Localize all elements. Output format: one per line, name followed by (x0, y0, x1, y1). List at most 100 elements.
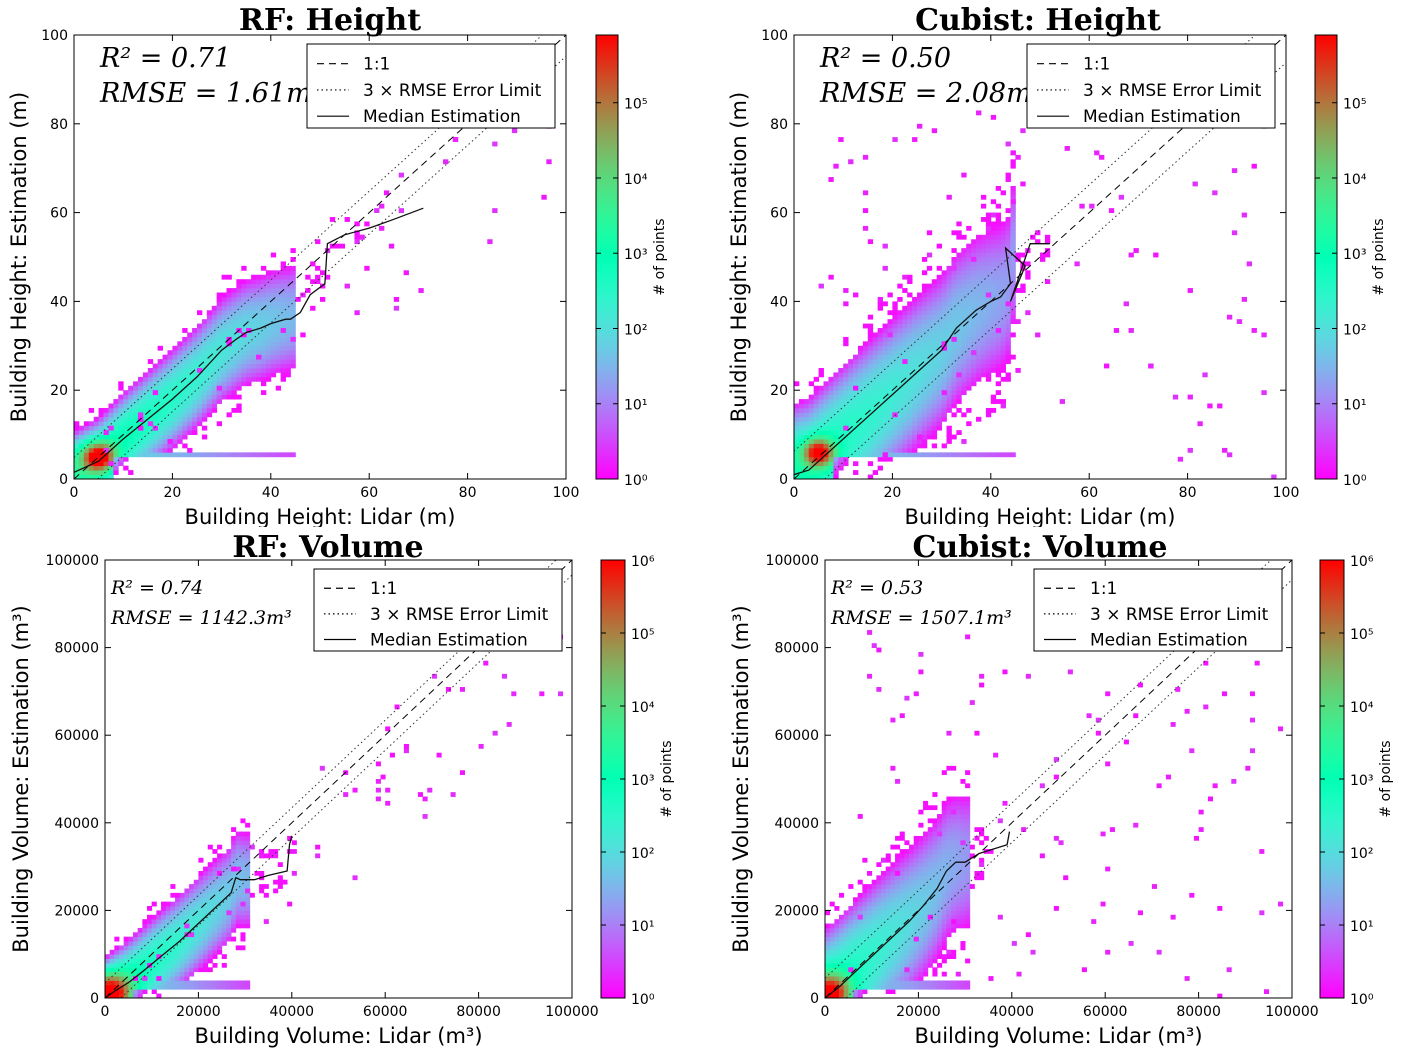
density-cell (853, 989, 859, 995)
density-cell (265, 319, 272, 324)
density-cell (966, 328, 972, 333)
density-cell (913, 971, 919, 977)
density-cell (829, 927, 835, 933)
chart-svg: 0 20000 40000 60000 80000 1000000200004000060… (729, 530, 1394, 1048)
density-cell (206, 332, 213, 338)
density-cell (198, 927, 204, 933)
density-cell (823, 465, 829, 471)
density-cell (226, 394, 232, 400)
density-cell (899, 866, 905, 872)
density-cell (245, 910, 251, 916)
density-cell (853, 993, 859, 998)
density-cell (941, 906, 947, 911)
density-cell (93, 474, 99, 479)
density-cell (193, 945, 199, 951)
density-cell (995, 292, 1002, 298)
density-cell (211, 319, 218, 324)
density-cell (969, 884, 975, 889)
density-cell (152, 368, 159, 373)
density-cell (946, 914, 952, 920)
density-cell (829, 954, 835, 959)
density-cell (921, 372, 928, 378)
density-cell (913, 892, 919, 898)
density-cell (162, 376, 168, 382)
density-cell (918, 967, 924, 973)
density-cell (932, 906, 938, 911)
density-cell (151, 984, 157, 990)
density-cell (843, 936, 849, 942)
panel-rf-height: 0 20 40 60 80 100 0 20 40 60 80 100 RF: Height Buildi… (0, 0, 703, 527)
density-cell (834, 989, 840, 995)
density-cell (217, 857, 223, 863)
density-cell (193, 941, 199, 946)
density-cell (862, 910, 868, 916)
density-cell (240, 892, 246, 898)
density-cell (918, 914, 924, 920)
density-cell (946, 345, 952, 351)
density-cell (201, 354, 208, 360)
density-cell (192, 430, 198, 435)
density-cell (877, 376, 883, 382)
density-cell (941, 892, 947, 898)
density-cell (895, 976, 901, 981)
density-cell (251, 279, 257, 285)
density-cell (113, 456, 119, 462)
density-cell (853, 372, 859, 378)
density-cell (260, 354, 267, 360)
density-cell (909, 906, 915, 911)
density-cell (871, 919, 877, 924)
density-cell (216, 328, 222, 333)
density-cell (161, 954, 167, 959)
density-cell (961, 341, 967, 347)
density-cell (813, 452, 819, 458)
density-cell (1005, 341, 1011, 347)
density-cell (927, 906, 933, 911)
density-cell (965, 783, 971, 789)
density-cell (927, 936, 933, 942)
density-cell (907, 439, 913, 444)
density-cell (853, 363, 859, 369)
density-cell (211, 345, 218, 351)
chart-title: Cubist: Height (915, 3, 1161, 38)
density-cell (946, 897, 952, 903)
density-cell (937, 835, 943, 841)
density-cell (137, 976, 143, 981)
density-cell (895, 875, 901, 881)
density-cell (156, 919, 162, 924)
density-cell (246, 372, 252, 378)
density-cell (931, 385, 938, 391)
density-cell (216, 452, 222, 458)
density-cell (990, 288, 997, 293)
density-cell (843, 412, 849, 418)
density-cell (885, 853, 891, 859)
density-cell (936, 354, 942, 360)
density-cell (823, 425, 829, 431)
density-cell (877, 354, 883, 360)
density-cell (907, 390, 913, 396)
density-cell (1005, 274, 1011, 280)
density-cell (951, 385, 957, 391)
density-cell (833, 430, 839, 435)
density-cell (184, 971, 190, 977)
outlier-cell (422, 796, 428, 802)
density-cell (871, 927, 877, 933)
density-cell (931, 425, 938, 431)
density-cell (825, 941, 831, 946)
density-cell (895, 941, 901, 946)
density-cell (867, 941, 873, 946)
density-cell (251, 345, 257, 351)
density-cell (956, 376, 962, 382)
density-cell (955, 857, 961, 863)
density-cell (926, 265, 933, 271)
density-cell (867, 474, 874, 479)
density-cell (305, 288, 311, 293)
density-cell (966, 421, 972, 427)
density-cell (960, 870, 966, 876)
density-cell (184, 941, 190, 946)
density-cell (216, 341, 222, 347)
density-cell (256, 332, 262, 338)
density-cell (152, 394, 159, 400)
density-cell (904, 884, 910, 889)
density-cell (956, 350, 962, 356)
density-cell (170, 884, 176, 889)
